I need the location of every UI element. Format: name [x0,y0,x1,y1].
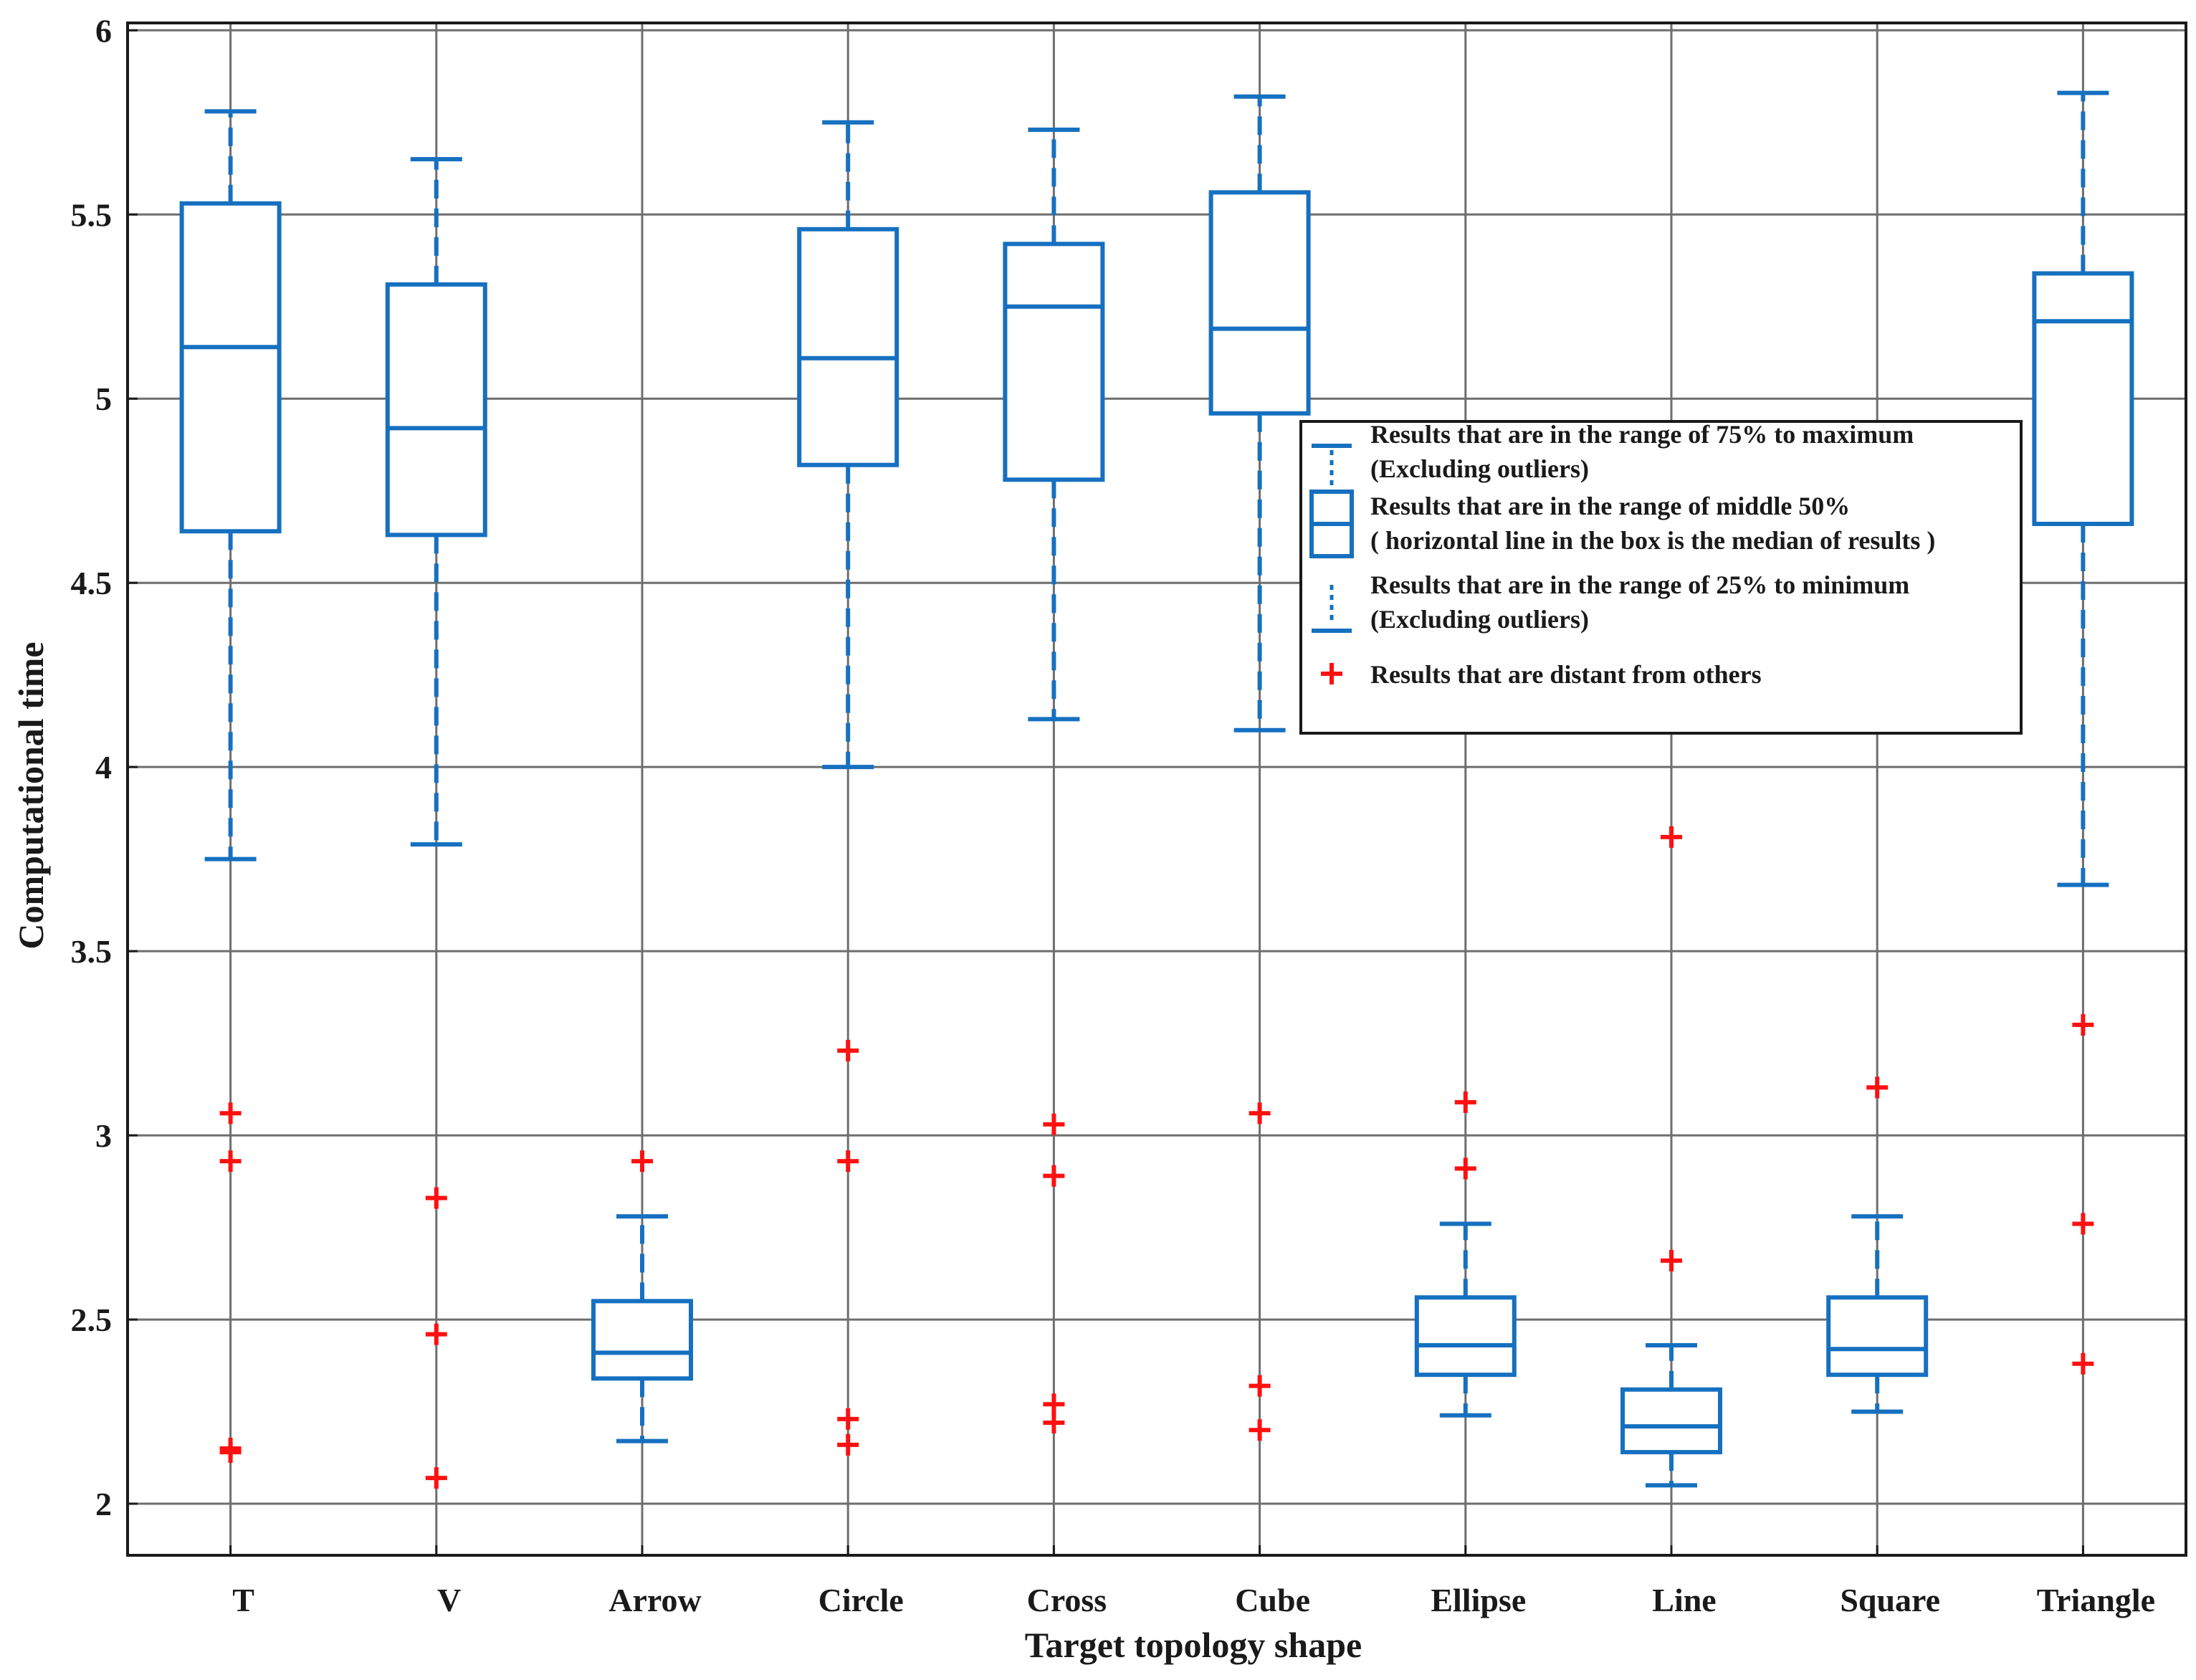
box-group-arrow [591,1150,693,1443]
legend-item-outlier: Results that are distant from others [1321,660,1762,689]
legend-text: Results that are in the range of 25% to … [1370,571,1909,599]
outlier-marker [837,1150,859,1173]
box-group-square [1826,1077,1929,1414]
legend-text: (Excluding outliers) [1370,454,1589,483]
x-tick-label: T [232,1582,254,1618]
outlier-marker [1043,1165,1065,1187]
iqr-box [1620,1387,1722,1455]
outlier-marker [1866,1077,1889,1099]
axis-layer: 2 2.5 3 3.5 4 4.5 5 5.5 6 T V Arrow Circle Cross Cube E… [71,12,2187,1618]
y-tick-label: 6 [95,12,112,49]
outlier-marker [1249,1419,1271,1441]
y-tick-label: 2.5 [71,1302,113,1338]
outlier-marker [425,1467,447,1489]
outlier-marker [1661,826,1682,848]
outlier-marker [631,1150,653,1173]
iqr-box [385,282,487,538]
legend: Results that are in the range of 75% to … [1299,420,2023,735]
legend-text: ( horizontal line in the box is the medi… [1370,526,1935,555]
plot-frame [126,22,2187,1557]
box-group-circle [797,120,899,1456]
legend-text: Results that are in the range of middle … [1370,492,1850,520]
iqr-box [1003,242,1105,482]
box-group-ellipse [1414,1091,1517,1418]
outlier-marker [1249,1375,1271,1397]
iqr-box [1208,190,1311,416]
x-tick-label: Ellipse [1431,1582,1526,1618]
legend-item-lower-whisker: Results that are in the range of 25% to … [1312,571,1909,634]
legend-item-upper-whisker: Results that are in the range of 75% to … [1312,420,1914,496]
legend-item-box: Results that are in the range of middle … [1309,490,1935,558]
legend-text: Results that are distant from others [1370,660,1762,689]
y-axis-label: Computational time [11,641,51,949]
outlier-marker [219,1150,242,1173]
outlier-marker [1043,1411,1065,1433]
iqr-box [591,1299,693,1381]
y-tick-label: 3.5 [71,933,113,970]
legend-text: (Excluding outliers) [1370,605,1589,634]
box-group-line [1620,826,1722,1488]
outlier-marker [1454,1158,1476,1180]
outlier-marker [2072,1013,2094,1036]
outlier-marker [1454,1091,1476,1113]
outlier-marker [837,1408,859,1430]
box-group-v [385,157,487,1489]
x-axis-label: Target topology shape [1025,1625,1362,1665]
iqr-box [797,226,899,467]
legend-box [1299,420,2023,735]
y-tick-label: 5 [95,381,112,417]
y-tick-label: 2 [95,1486,112,1522]
outlier-marker [1661,1249,1682,1271]
iqr-box [2032,271,2134,526]
outlier-marker [2072,1352,2094,1375]
x-tick-label: Triangle [2037,1582,2155,1618]
x-tick-label: Square [1840,1582,1940,1618]
box-layer [179,90,2134,1489]
outlier-marker [425,1187,447,1209]
outlier-marker [2072,1213,2094,1235]
x-tick-label: Line [1652,1582,1716,1618]
x-tick-label: Arrow [608,1582,701,1618]
outlier-marker [837,1039,859,1061]
y-tick-label: 4.5 [71,565,113,601]
outlier-marker [425,1323,447,1345]
y-tick-label: 3 [95,1117,112,1154]
outlier-marker [1043,1393,1065,1416]
box-group-t [179,109,282,1464]
box-group-cube [1208,94,1311,1441]
box-group-triangle [2032,90,2134,1375]
outlier-marker [1043,1113,1065,1135]
iqr-box [179,201,282,534]
iqr-box [1414,1295,1517,1378]
outlier-marker [219,1102,242,1125]
legend-text: Results that are in the range of 75% to … [1370,420,1914,449]
outlier-marker [837,1433,859,1456]
outlier-marker [1249,1102,1271,1125]
y-tick-label: 4 [95,749,112,786]
y-tick-label: 5.5 [71,196,113,233]
x-tick-label: Circle [818,1582,904,1618]
x-tick-label: V [437,1582,461,1618]
x-tick-label: Cross [1027,1582,1107,1618]
outlier-marker [219,1441,242,1464]
box-group-cross [1003,128,1105,1433]
x-tick-label: Cube [1235,1582,1310,1618]
iqr-box [1826,1295,1929,1378]
